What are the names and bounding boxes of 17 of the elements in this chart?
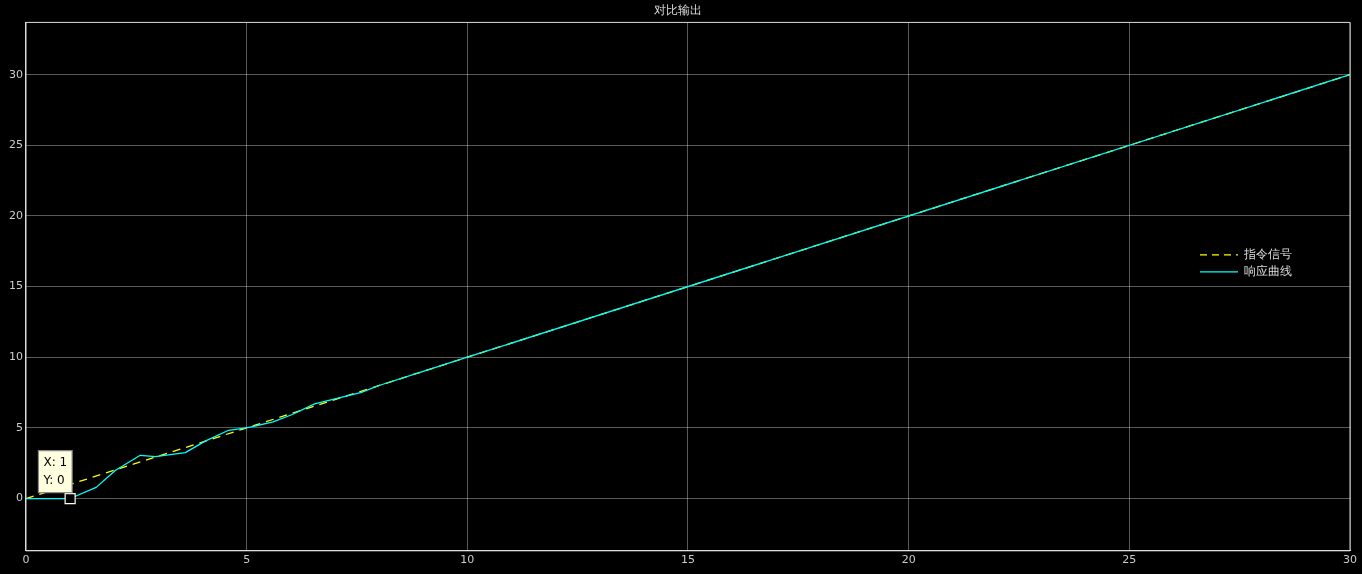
- y-tick-label: 25: [9, 138, 23, 152]
- y-tick-label: 15: [9, 279, 23, 293]
- y-tick-label: 5: [16, 420, 23, 434]
- x-tick-label: 5: [243, 553, 251, 567]
- y-tick-label: 10: [9, 350, 23, 364]
- x-tick-label: 20: [901, 553, 916, 567]
- y-tick-label: 0: [16, 491, 23, 505]
- x-tick-label: 10: [460, 553, 475, 567]
- chart-title: 对比输出: [654, 3, 702, 18]
- x-tick-label: 15: [681, 553, 695, 567]
- legend-label: 指令信号: [1243, 247, 1292, 262]
- x-tick-label: 25: [1122, 553, 1137, 567]
- y-tick-label: 30: [9, 67, 23, 81]
- y-tick-label: 20: [9, 208, 23, 222]
- legend-label: 响应曲线: [1244, 264, 1292, 279]
- x-tick-label: 30: [1343, 553, 1357, 567]
- annotation: X: 1 Y: 0: [42, 454, 68, 487]
